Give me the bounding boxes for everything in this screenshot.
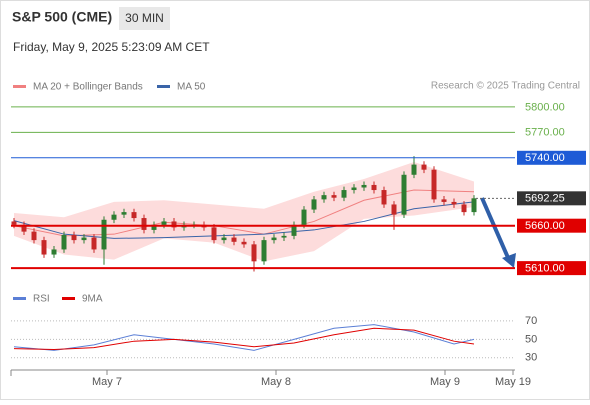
candle-body	[371, 184, 377, 191]
ma-line	[13, 189, 475, 237]
candle-body	[451, 201, 457, 205]
price-label-box	[517, 218, 586, 233]
price-label-box	[517, 261, 586, 276]
candle-body	[341, 190, 347, 198]
candle-body	[151, 224, 157, 230]
price-label: 5610.00	[525, 263, 565, 275]
candle-body	[321, 195, 327, 200]
x-tick-label: May 7	[92, 376, 122, 388]
rsi-tick-label: 70	[525, 315, 537, 327]
candle-body	[31, 231, 37, 241]
candle-body	[461, 204, 467, 213]
legend-swatch	[62, 297, 75, 300]
candle-body	[131, 212, 137, 219]
candle-body	[251, 244, 257, 262]
candle-body	[241, 241, 247, 245]
interval: 30 MIN	[125, 11, 164, 25]
x-tick-label: May 19	[495, 376, 531, 388]
rsi-tick-label: 50	[525, 333, 537, 345]
legend-swatch	[13, 85, 26, 88]
candle-body	[161, 221, 167, 225]
ma-line	[13, 201, 475, 239]
rsi-line	[13, 327, 475, 350]
forecast-arrow	[480, 197, 511, 261]
candle-body	[21, 224, 27, 232]
candle-body	[171, 221, 177, 228]
price-label: 5770.00	[525, 127, 565, 139]
legend-swatch	[13, 297, 26, 300]
candle-body	[301, 209, 307, 225]
price-label: 5660.00	[525, 220, 565, 232]
candle-body	[111, 214, 117, 220]
candle-body	[441, 199, 447, 202]
candle-body	[51, 249, 57, 255]
candle-body	[41, 240, 47, 255]
candle-body	[231, 237, 237, 242]
legend-label: 9MA	[82, 294, 103, 305]
candle-body	[291, 224, 297, 236]
candle-body	[331, 195, 337, 198]
subtitle: Friday, May 9, 2025 5:23:09 AM CET	[13, 40, 210, 54]
candle-body	[471, 198, 477, 213]
legend-label: MA 50	[177, 82, 206, 93]
candle-body	[281, 235, 287, 238]
candle-body	[101, 219, 107, 250]
candle-body	[141, 218, 147, 230]
candle-body	[61, 235, 67, 250]
bollinger-band	[14, 162, 474, 262]
candle-body	[91, 237, 97, 250]
candle-body	[271, 237, 277, 241]
rsi-line	[13, 324, 475, 351]
candle-body	[361, 184, 367, 188]
candle-body	[261, 240, 267, 262]
x-tick-label: May 8	[261, 376, 291, 388]
legend-label: MA 20 + Bollinger Bands	[33, 82, 143, 93]
candle-body	[401, 174, 407, 215]
candle-body	[381, 190, 387, 205]
candle-body	[391, 204, 397, 215]
candle-body	[211, 227, 217, 241]
legend-label: RSI	[33, 294, 50, 305]
candle-body	[351, 187, 357, 191]
candle-body	[71, 235, 77, 241]
candle-body	[121, 212, 127, 215]
main-layer	[11, 156, 477, 272]
price-label: 5740.00	[525, 152, 565, 164]
rsi-tick-label: 30	[525, 352, 537, 364]
candle-body	[311, 199, 317, 210]
forecast-arrowhead	[502, 253, 516, 268]
candle-body	[221, 237, 227, 241]
candle-body	[431, 169, 437, 200]
candle-body	[411, 164, 417, 175]
price-label-box	[517, 191, 586, 206]
x-tick-label: May 9	[430, 376, 460, 388]
candle-body	[11, 221, 17, 225]
price-label-box	[517, 150, 586, 165]
band-layer	[14, 162, 474, 262]
interval-box	[119, 7, 170, 30]
price-label: 5800.00	[525, 101, 565, 113]
legend-swatch	[157, 85, 170, 88]
chart-title: S&P 500 (CME)	[12, 9, 112, 25]
price-label: 5692.25	[525, 193, 565, 205]
credit: Research © 2025 Trading Central	[431, 81, 580, 92]
candle-body	[81, 237, 87, 241]
candle-body	[421, 164, 427, 170]
